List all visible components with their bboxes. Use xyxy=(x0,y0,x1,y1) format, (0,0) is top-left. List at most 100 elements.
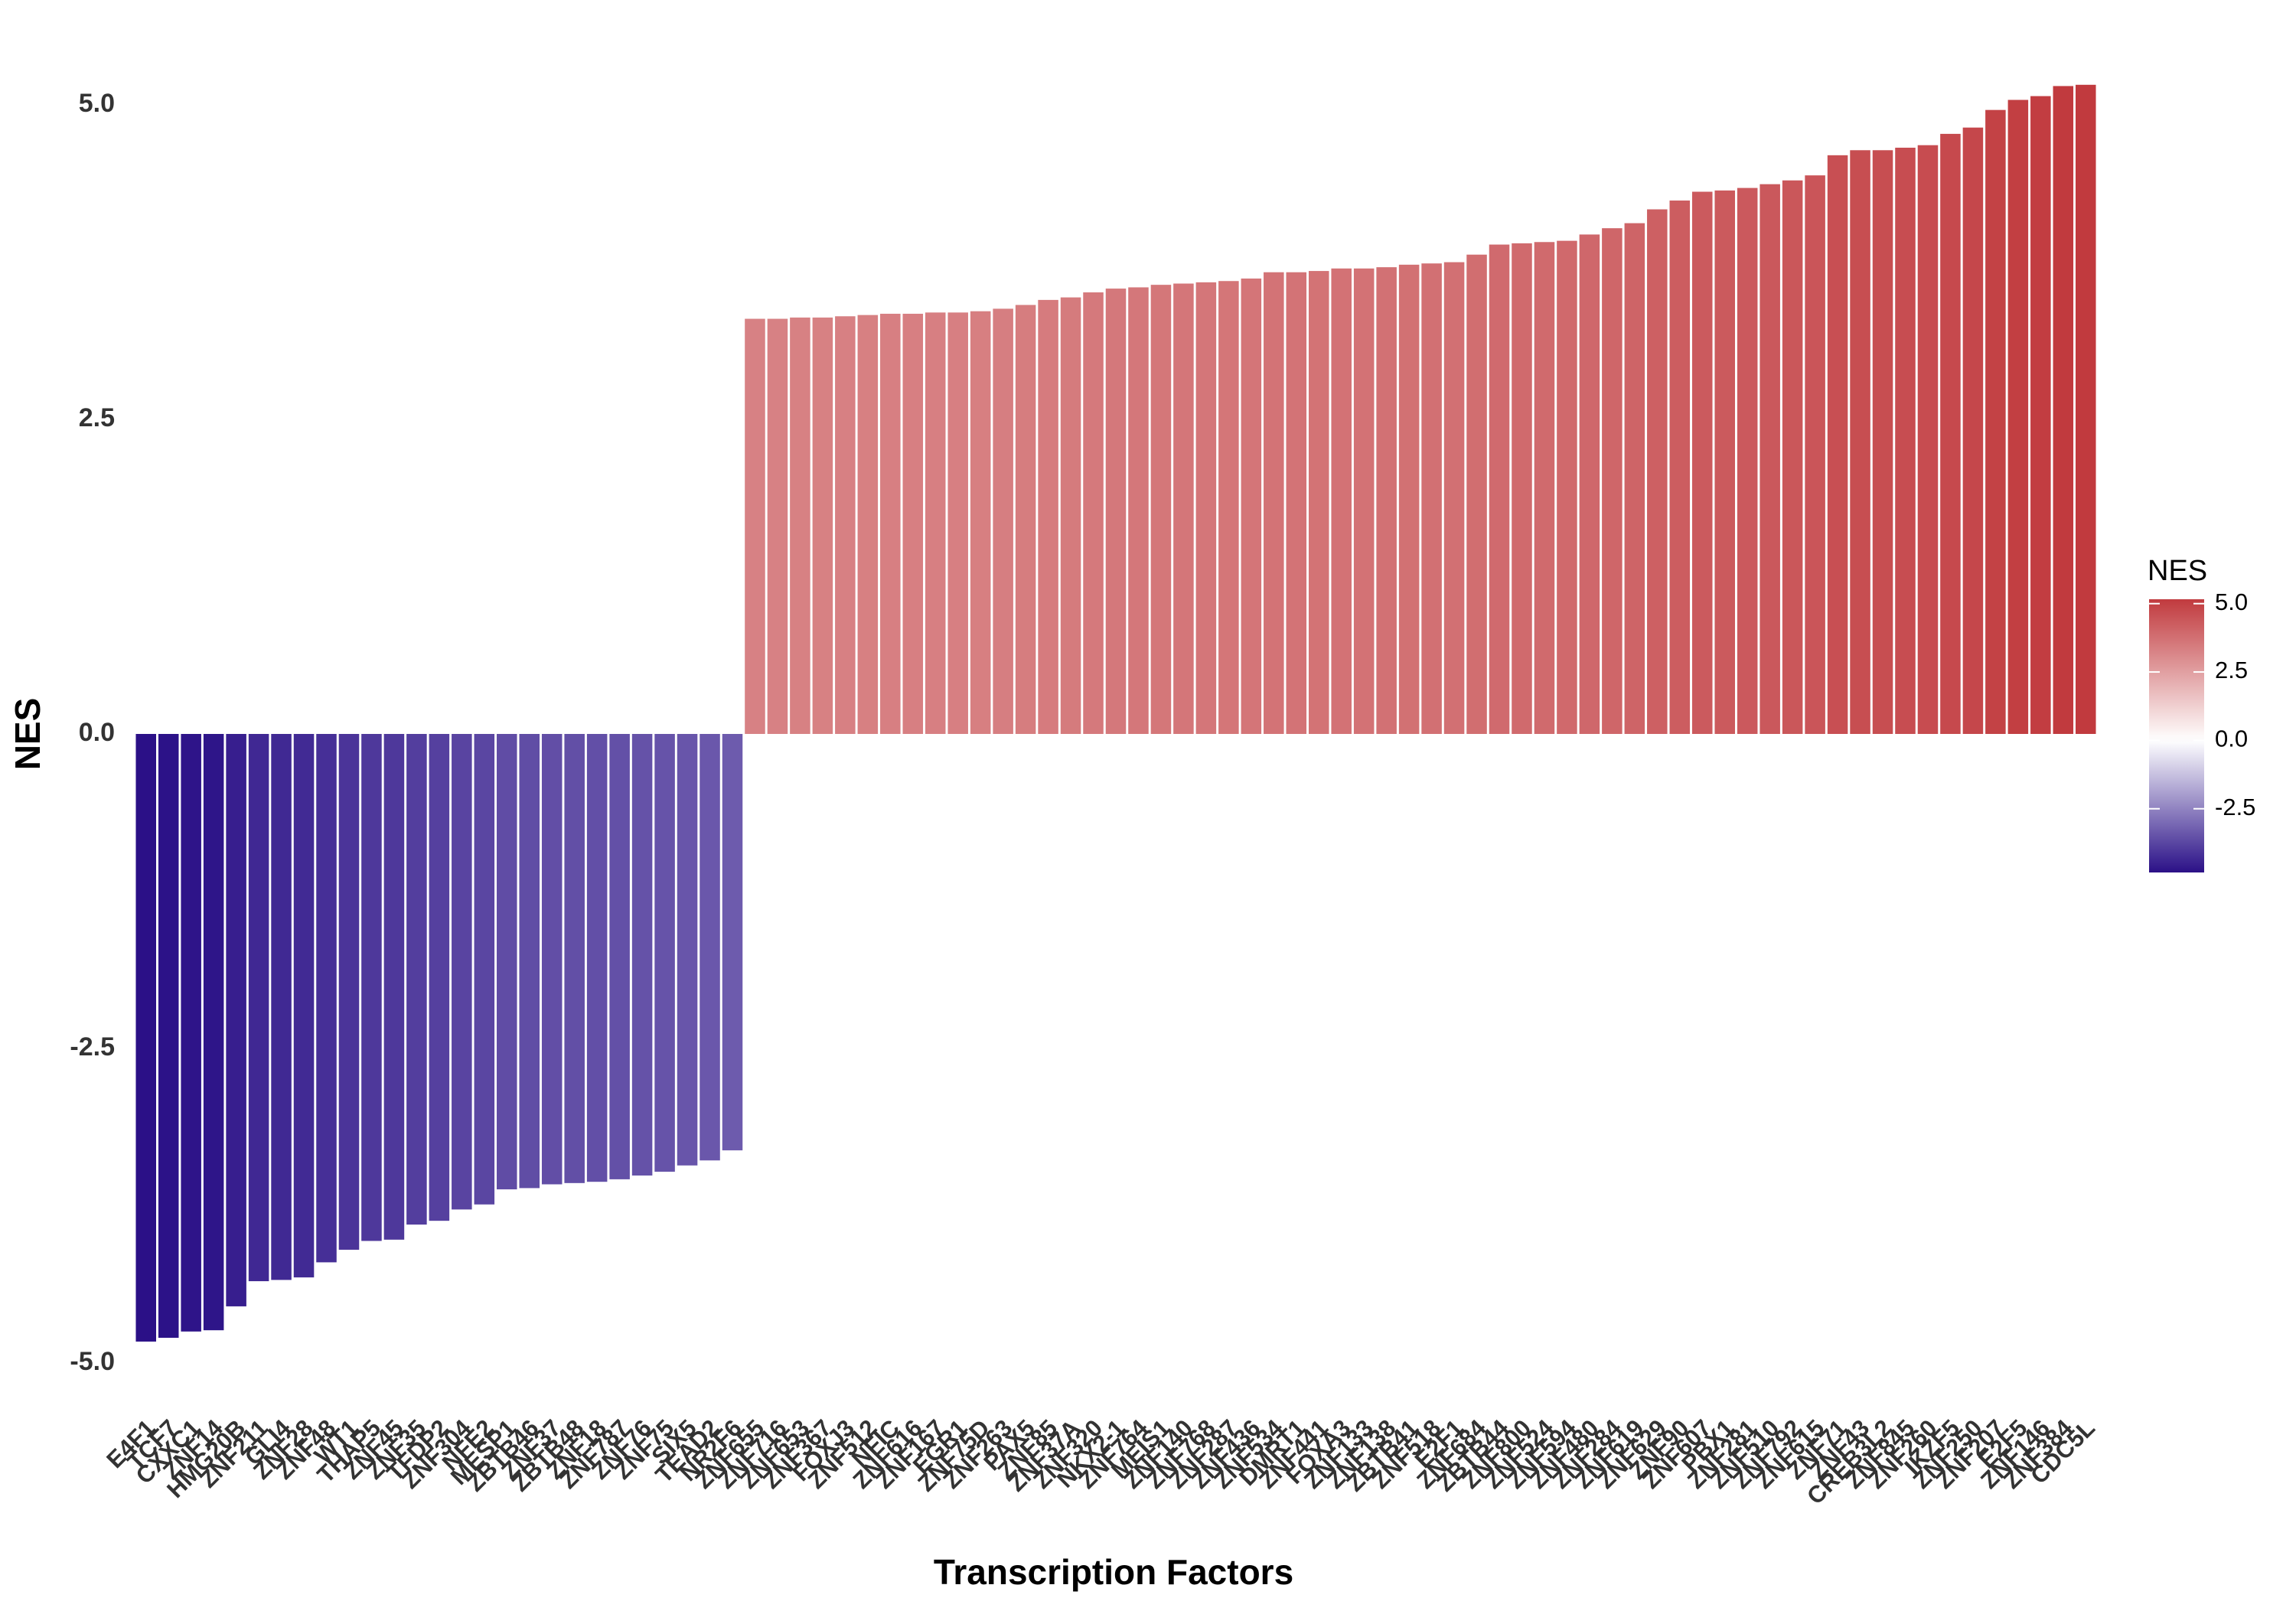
bar xyxy=(1353,268,1375,734)
bar xyxy=(564,734,585,1183)
bar xyxy=(1218,281,1239,734)
bar xyxy=(925,312,946,734)
bar xyxy=(1308,271,1329,734)
bar xyxy=(1286,272,1307,734)
bar xyxy=(1940,133,1961,735)
bar xyxy=(429,734,450,1221)
bar xyxy=(226,734,246,1306)
bar xyxy=(2076,84,2096,734)
bar xyxy=(1264,272,1284,734)
bar xyxy=(586,734,608,1182)
legend-label: 0.0 xyxy=(2215,726,2248,752)
bar xyxy=(857,315,879,734)
bar xyxy=(1782,180,1803,734)
y-axis-title: NES xyxy=(8,698,47,771)
bar xyxy=(1962,127,1984,734)
bar xyxy=(790,317,810,734)
bar xyxy=(631,734,653,1176)
bar xyxy=(519,734,540,1189)
bar xyxy=(993,308,1013,734)
bar xyxy=(2007,99,2029,734)
bar xyxy=(181,734,201,1332)
bar xyxy=(1466,254,1487,734)
bar xyxy=(2030,96,2051,735)
bar xyxy=(1195,282,1217,734)
legend-label: 5.0 xyxy=(2215,589,2248,615)
bar xyxy=(1376,267,1397,734)
bar xyxy=(316,734,337,1263)
bar xyxy=(1669,201,1691,734)
bar xyxy=(1060,297,1081,734)
bar xyxy=(700,734,720,1161)
bar xyxy=(1872,150,1893,734)
y-tick-label: -5.0 xyxy=(70,1347,115,1376)
bar xyxy=(767,318,788,734)
bar xyxy=(1038,299,1058,734)
bar xyxy=(1737,188,1758,734)
y-tick-label: 2.5 xyxy=(79,403,115,432)
y-tick-label: 0.0 xyxy=(79,718,115,747)
bar xyxy=(1173,283,1194,734)
bar xyxy=(835,316,856,734)
bar xyxy=(722,734,743,1151)
bar xyxy=(497,734,517,1190)
bar xyxy=(1105,289,1127,734)
x-axis-title: Transcription Factors xyxy=(934,1552,1293,1592)
bar xyxy=(1805,175,1825,735)
bar xyxy=(1895,147,1916,735)
bar xyxy=(1331,268,1352,734)
bar xyxy=(203,734,224,1331)
bar xyxy=(1398,264,1420,735)
bar xyxy=(745,318,765,734)
bar xyxy=(1150,285,1172,734)
bar xyxy=(541,734,563,1185)
bar xyxy=(1579,234,1600,735)
legend-label: 2.5 xyxy=(2215,657,2248,683)
bar xyxy=(1917,145,1939,734)
bar xyxy=(474,734,495,1205)
bar xyxy=(338,734,360,1250)
y-tick-label: -2.5 xyxy=(70,1032,115,1061)
bar xyxy=(880,313,901,734)
bar xyxy=(1421,263,1442,735)
bar xyxy=(947,312,968,734)
bar xyxy=(609,734,630,1179)
bar xyxy=(1489,244,1510,734)
bar xyxy=(677,734,698,1166)
bar xyxy=(1760,184,1780,734)
legend-colorbar xyxy=(2149,599,2204,872)
legend-label: -2.5 xyxy=(2215,794,2255,820)
bar xyxy=(1443,262,1465,735)
bar xyxy=(1985,109,2006,734)
bar xyxy=(452,734,472,1210)
bar xyxy=(1512,243,1532,734)
bar xyxy=(1647,209,1668,734)
bar xyxy=(902,313,924,734)
bar xyxy=(654,734,675,1172)
bar xyxy=(1602,228,1623,734)
bar xyxy=(158,734,179,1339)
bar xyxy=(361,734,382,1241)
bar xyxy=(1624,223,1645,734)
bar xyxy=(135,734,156,1342)
bar xyxy=(293,734,315,1278)
bar xyxy=(1714,190,1735,735)
bar xyxy=(1691,191,1713,735)
bar xyxy=(1083,292,1104,735)
bar xyxy=(383,734,405,1240)
bar xyxy=(406,734,427,1225)
bar xyxy=(1850,150,1870,734)
bar xyxy=(1827,155,1848,734)
bar xyxy=(1015,305,1036,734)
bar xyxy=(970,311,991,734)
y-tick-label: 5.0 xyxy=(79,89,115,118)
bar xyxy=(2053,86,2074,734)
bar xyxy=(1557,240,1577,734)
bar xyxy=(1534,242,1555,734)
bar xyxy=(812,317,833,734)
bar xyxy=(271,734,292,1280)
bar xyxy=(248,734,269,1282)
bar xyxy=(1241,278,1262,735)
legend-title: NES xyxy=(2148,555,2207,587)
